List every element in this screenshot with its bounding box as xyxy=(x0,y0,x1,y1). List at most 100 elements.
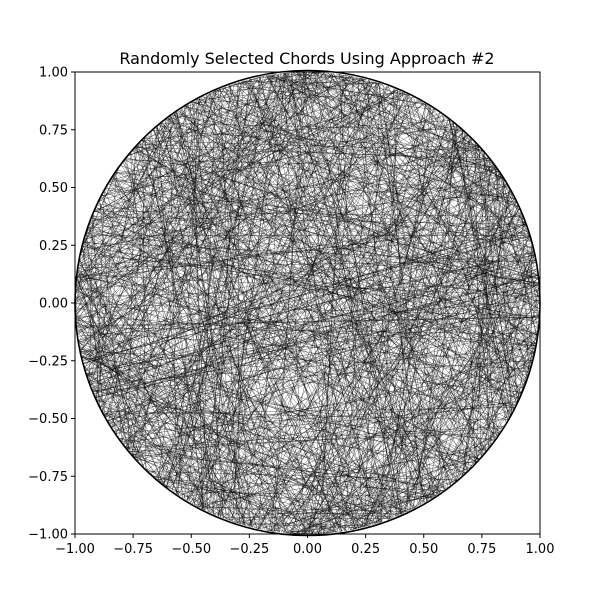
chord-line xyxy=(183,107,534,249)
chord-line xyxy=(474,142,482,457)
chord-line xyxy=(227,494,438,521)
chord-line xyxy=(75,103,426,304)
chord-line xyxy=(97,203,540,284)
chord-line xyxy=(358,77,531,369)
x-tick-label: 0.75 xyxy=(467,542,496,557)
chord-line xyxy=(122,162,363,528)
chord-line xyxy=(76,272,515,409)
chord-line xyxy=(339,74,509,420)
chord-line xyxy=(326,471,467,534)
chord-line xyxy=(76,316,540,326)
chord-line xyxy=(159,138,472,482)
chord-line xyxy=(111,176,503,428)
chord-line xyxy=(175,74,274,494)
chord-line xyxy=(480,149,531,369)
chord-line xyxy=(76,128,461,281)
chord-line xyxy=(450,220,525,486)
chord-line xyxy=(284,73,305,534)
chord-line xyxy=(78,236,531,267)
chord-line xyxy=(111,177,531,369)
chord-line xyxy=(365,253,535,527)
chart-title: Randomly Selected Chords Using Approach … xyxy=(119,49,494,68)
chord-line xyxy=(216,90,498,170)
chord-line xyxy=(350,153,485,531)
chord-line xyxy=(98,200,236,523)
chord-line xyxy=(82,246,540,323)
chord-line xyxy=(101,123,455,197)
chord-line xyxy=(104,160,491,416)
chord-line xyxy=(175,236,531,494)
chord-line xyxy=(96,204,520,400)
chord-line xyxy=(145,469,336,533)
chord-line xyxy=(430,275,539,499)
chord-line xyxy=(111,134,468,428)
chord-line xyxy=(480,248,534,457)
chord-line xyxy=(178,110,538,341)
chord-line xyxy=(165,119,535,254)
y-tick-label: −0.50 xyxy=(28,412,68,427)
chord-line xyxy=(84,78,252,236)
chord-line xyxy=(318,119,449,534)
chord-line xyxy=(311,208,520,534)
chord-line xyxy=(75,291,508,421)
chord-line xyxy=(303,72,404,514)
chord-line xyxy=(209,131,464,513)
chord-line xyxy=(193,101,540,305)
chord-line xyxy=(82,72,329,362)
chord-line xyxy=(315,347,536,534)
chord-line xyxy=(448,119,512,414)
chord-line xyxy=(127,105,187,450)
chord-line xyxy=(193,101,203,510)
chord-line xyxy=(328,72,535,356)
chord-line xyxy=(162,82,379,485)
chord-line xyxy=(77,266,256,529)
chord-line xyxy=(107,73,333,422)
chord-line xyxy=(210,191,512,514)
chord-line xyxy=(86,75,351,230)
chord-line xyxy=(374,384,525,525)
chord-line xyxy=(180,109,428,502)
chord-line xyxy=(135,147,313,534)
chord-line xyxy=(181,108,462,477)
chord-line xyxy=(88,379,439,495)
chord-line xyxy=(308,76,354,534)
chord-line xyxy=(130,152,203,510)
chord-line xyxy=(303,72,346,532)
chord-line xyxy=(177,113,441,495)
chord-line xyxy=(76,331,533,363)
chord-line xyxy=(190,86,389,503)
chord-line xyxy=(387,86,518,404)
chord-line xyxy=(116,171,511,416)
chord-line xyxy=(102,412,434,498)
chord-line xyxy=(298,72,500,435)
chord-line xyxy=(80,74,276,353)
chord-line xyxy=(175,112,268,531)
chord-line xyxy=(249,79,487,451)
chord-line xyxy=(177,111,530,373)
x-axis: −1.00 −0.75 −0.50 −0.25 0.00 0.25 0.50 0.75 1.00 xyxy=(55,534,554,557)
chord-line xyxy=(88,380,162,483)
chord-line xyxy=(315,72,522,394)
chord-line xyxy=(79,79,366,348)
chord-line xyxy=(104,415,476,464)
chord-line xyxy=(129,91,401,155)
chord-line xyxy=(283,73,532,241)
chord-line xyxy=(332,116,445,533)
chord-line xyxy=(395,106,431,517)
chord-line xyxy=(86,230,536,350)
x-tick-label: 0.00 xyxy=(293,542,322,557)
chord-line xyxy=(478,146,513,413)
chord-line xyxy=(88,223,501,432)
chord-line xyxy=(83,86,390,367)
chord-line xyxy=(201,97,483,456)
chord-line xyxy=(102,410,508,421)
chord-line xyxy=(105,254,535,417)
chord-line xyxy=(92,229,528,391)
chord-line xyxy=(125,75,267,448)
chord-line xyxy=(339,74,537,346)
chord-line xyxy=(302,334,538,534)
chord-line xyxy=(86,230,279,533)
chord-line xyxy=(116,171,538,336)
chord-line xyxy=(347,75,505,181)
